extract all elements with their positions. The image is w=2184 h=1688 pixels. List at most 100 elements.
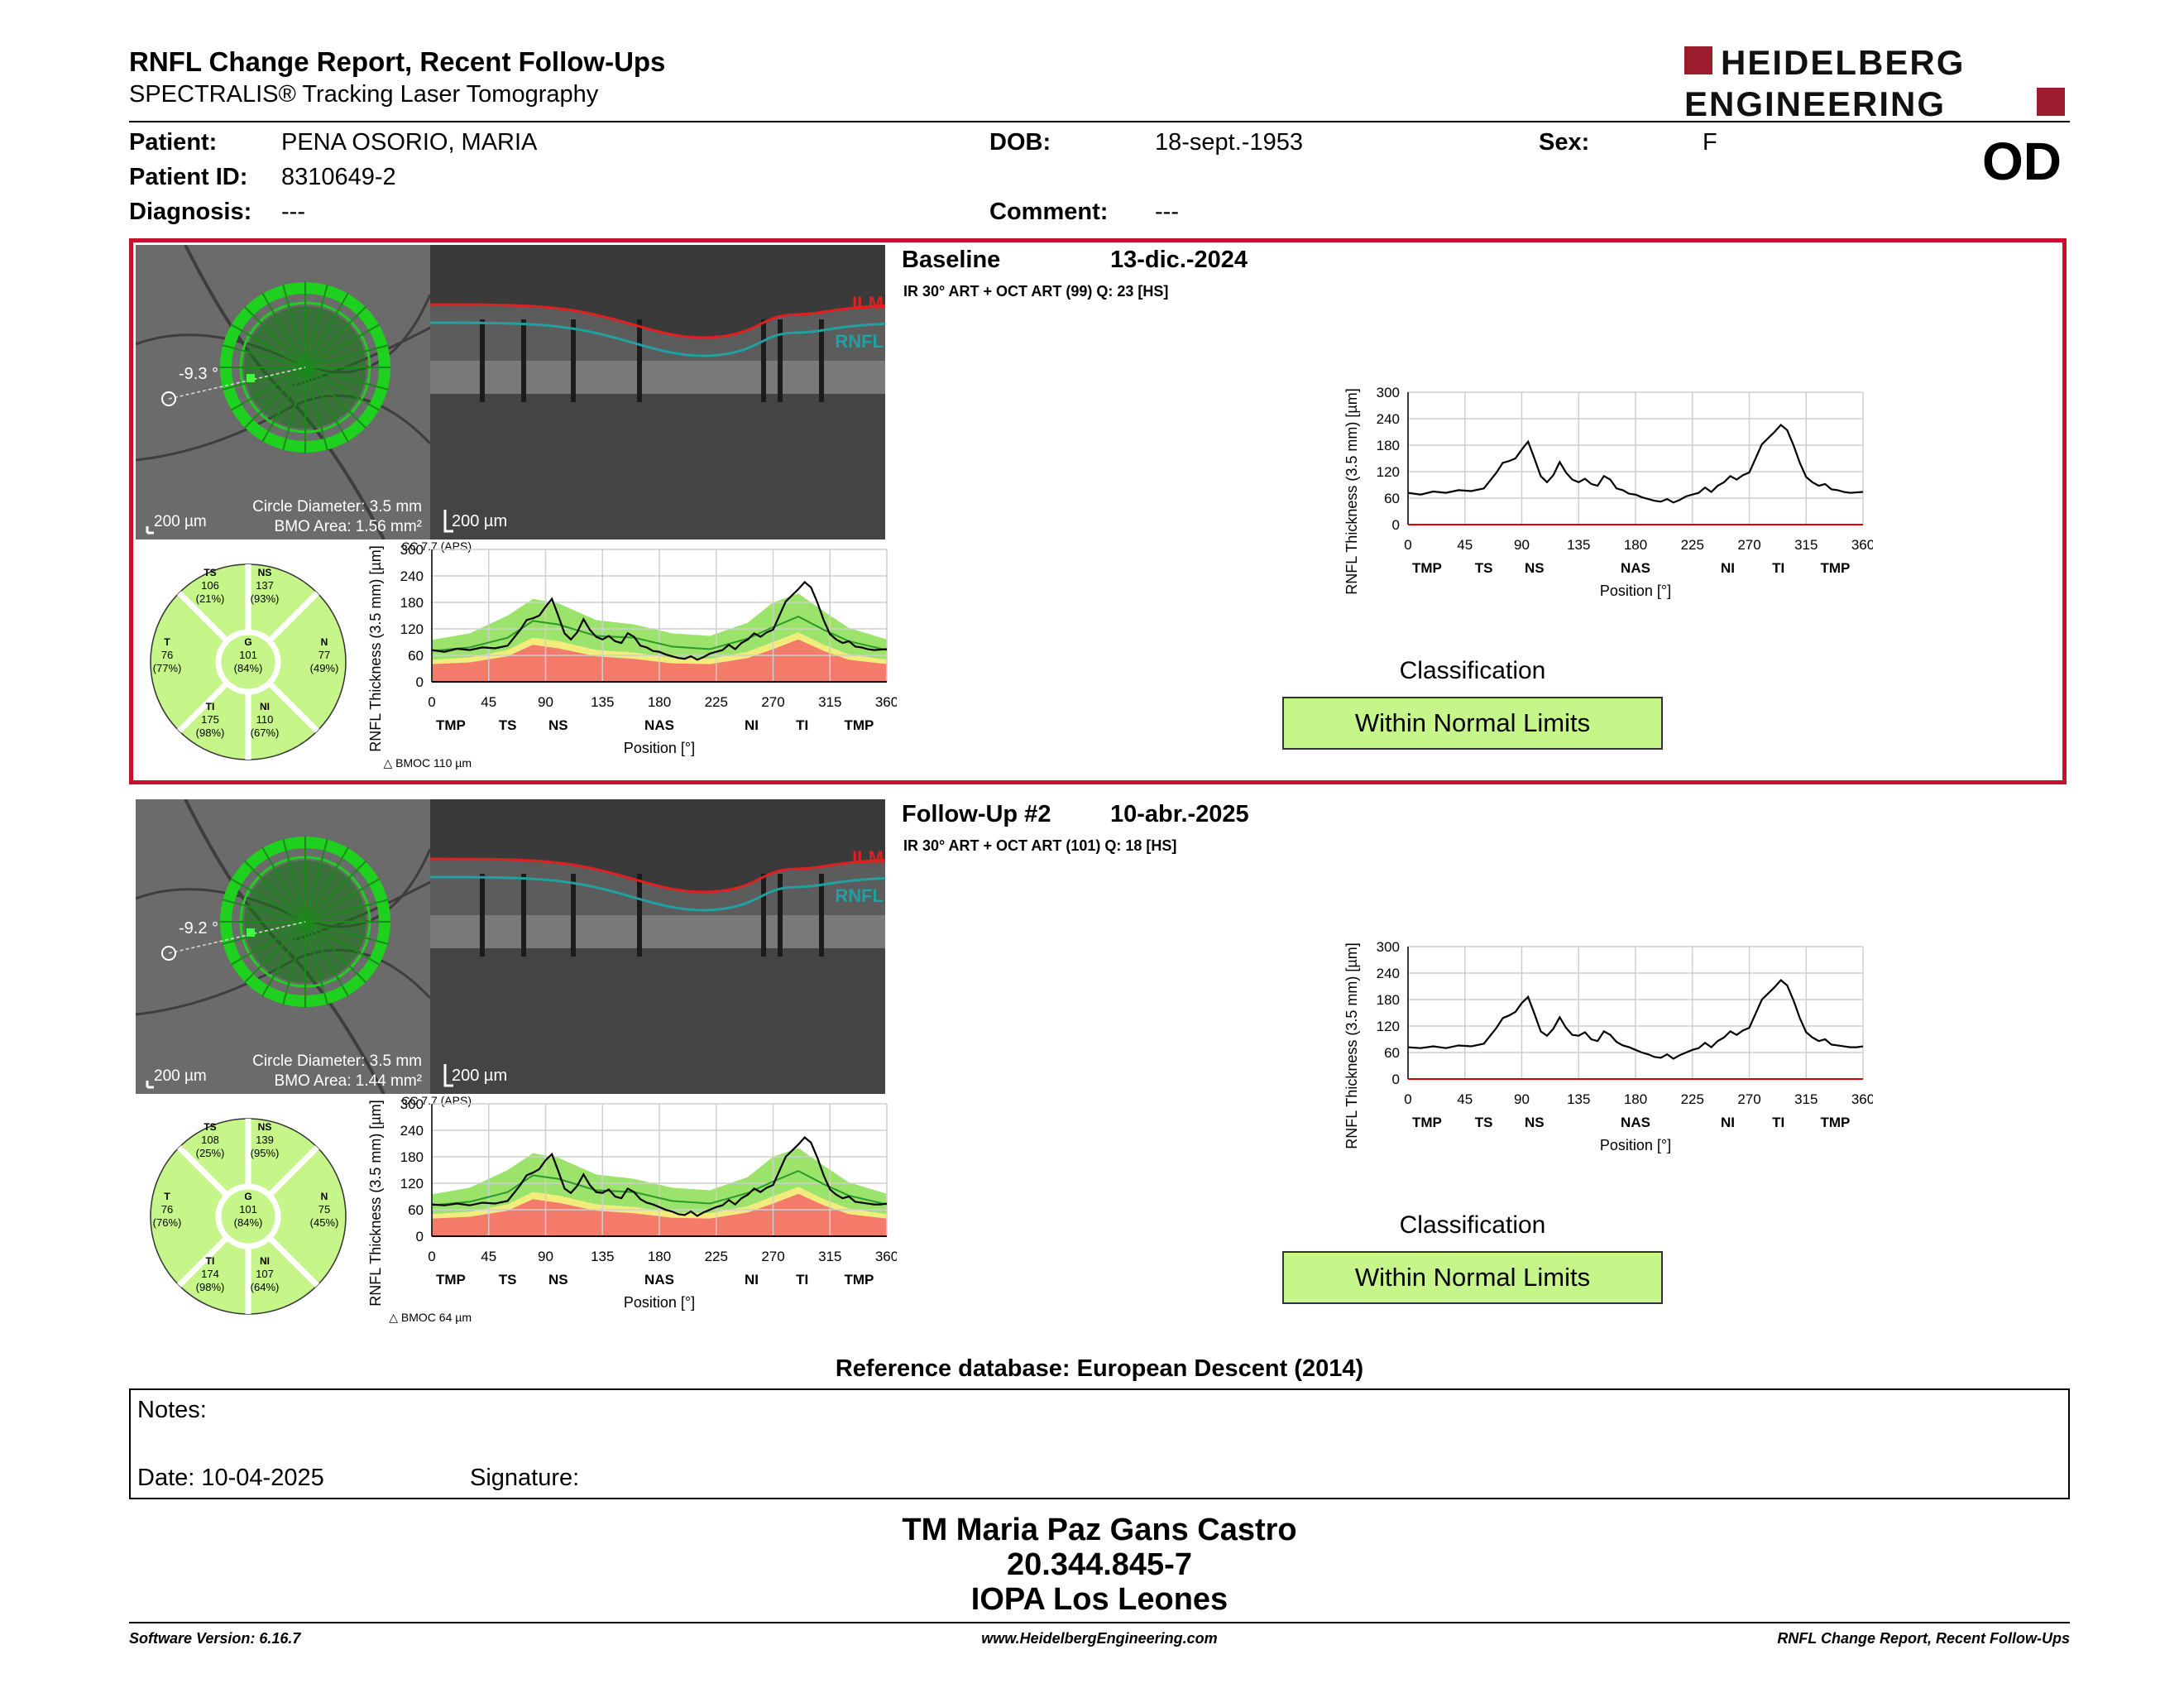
- sector-label: TI: [1772, 1115, 1784, 1130]
- signer-name: TM Maria Paz Gans Castro: [902, 1513, 1297, 1547]
- ilm-label: ILM: [852, 293, 884, 314]
- sector-name-t: T: [164, 1191, 170, 1202]
- sector-percent-g: (84%): [234, 662, 263, 674]
- sector-name-g: G: [244, 1191, 251, 1202]
- radial-scan-line: [222, 367, 306, 391]
- radial-scan-line: [304, 324, 381, 368]
- rnfl-boundary: [430, 875, 885, 912]
- vessel-shadow: [637, 874, 642, 957]
- sector-label: NI: [1721, 560, 1735, 576]
- sector-value-g: 101: [239, 1203, 257, 1216]
- sector-divider: [177, 1145, 230, 1198]
- x-tick-label: 360: [1851, 1091, 1873, 1107]
- vessel-shadow: [761, 874, 766, 957]
- report-name-footer: RNFL Change Report, Recent Follow-Ups: [1777, 1630, 2070, 1647]
- radial-scan-line: [304, 367, 367, 429]
- sector-percent-ni: (64%): [251, 1281, 280, 1293]
- bscan-panel: ILM RNFL 200 µm: [430, 799, 885, 1094]
- bscan-scale-bar: [443, 510, 453, 533]
- baseline-panel-border: [129, 238, 2067, 784]
- radial-scan-line: [222, 899, 306, 923]
- radial-scan-line: [230, 878, 306, 923]
- logo-line1: HEIDELBERG: [1721, 45, 1965, 82]
- radial-scan-line: [304, 921, 328, 1005]
- classification-result: Within Normal Limits: [1282, 1251, 1663, 1304]
- radial-scan-line: [304, 838, 328, 923]
- y-tick-label: 60: [1384, 491, 1400, 506]
- sector-name-t: T: [164, 636, 170, 648]
- y-tick-label: 120: [1377, 464, 1400, 480]
- y-tick-label: 180: [400, 1149, 424, 1165]
- sector-panel: TS 106 (21%) NS 137 (93%) T 76 (77%) G 101 (84%) N 77…: [141, 554, 356, 770]
- rnfl-label: RNFL: [835, 331, 884, 352]
- sector-label: TS: [1475, 1115, 1493, 1130]
- sector-label: TMP: [1412, 560, 1442, 576]
- radial-scan-line: [304, 367, 381, 411]
- x-tick-label: 0: [1404, 1091, 1411, 1107]
- fundus-scale-label: 200 µm: [154, 513, 207, 530]
- sector-label: TI: [796, 1272, 808, 1288]
- y-tick-label: 300: [1377, 385, 1400, 400]
- sector-label: NI: [1721, 1115, 1735, 1130]
- radial-scan-line: [282, 921, 306, 1005]
- website: www.HeidelbergEngineering.com: [981, 1630, 1218, 1647]
- sector-percent-ns: (95%): [251, 1147, 280, 1159]
- x-tick-label: 360: [1851, 537, 1873, 553]
- radial-scan-line: [243, 305, 306, 368]
- patient-id-label: Patient ID:: [129, 164, 248, 190]
- y-tick-label: 0: [416, 674, 424, 690]
- radial-scan-line: [261, 367, 306, 443]
- y-axis-label: RNFL Thickness (3.5 mm) [µm]: [1343, 942, 1360, 1149]
- y-tick-label: 180: [1377, 438, 1400, 453]
- classification-result: Within Normal Limits: [1282, 697, 1663, 750]
- x-axis-label: Position [°]: [624, 1294, 695, 1311]
- vessel-shadow: [571, 319, 576, 402]
- vitreous-noise: [430, 245, 885, 338]
- sector-value-ts: 108: [201, 1134, 219, 1146]
- x-axis-label: Position [°]: [1600, 583, 1671, 599]
- x-tick-label: 0: [428, 694, 435, 710]
- x-tick-label: 270: [761, 694, 784, 710]
- x-tick-label: 0: [1404, 537, 1411, 553]
- y-tick-label: 180: [1377, 992, 1400, 1008]
- sector-label: NAS: [1621, 560, 1650, 576]
- y-axis-label: RNFL Thickness (3.5 mm) [µm]: [367, 1100, 384, 1306]
- sector-value-ni: 107: [256, 1268, 274, 1280]
- radial-scan-line: [230, 367, 306, 411]
- sector-label: NS: [1525, 1115, 1545, 1130]
- x-tick-label: 90: [1514, 537, 1530, 553]
- radial-scan-line: [243, 921, 306, 984]
- radial-scan-line: [304, 921, 389, 945]
- comment-label: Comment:: [989, 199, 1109, 225]
- ilm-boundary: [430, 857, 885, 894]
- radial-scan-line: [261, 846, 306, 923]
- radial-scan-line: [304, 284, 328, 368]
- y-tick-label: 240: [1377, 966, 1400, 981]
- x-tick-label: 180: [1624, 1091, 1647, 1107]
- fovea-bmo-axis: [168, 367, 306, 400]
- radial-scan-line: [304, 367, 328, 451]
- bscan-panel: ILM RNFL 200 µm: [430, 245, 885, 539]
- vessel-shadow: [521, 874, 526, 957]
- circle-diameter: Circle Diameter: 3.5 mm: [252, 498, 422, 516]
- scan-start-marker: [247, 928, 255, 937]
- classification-heading: Classification: [1399, 657, 1546, 684]
- thickness-line: [431, 580, 888, 661]
- radial-scan-line: [282, 367, 306, 451]
- scale-bar: [146, 526, 154, 535]
- x-tick-label: 225: [1681, 537, 1704, 553]
- y-tick-label: 0: [1392, 1072, 1400, 1087]
- x-tick-label: 90: [538, 1249, 553, 1264]
- x-tick-label: 135: [591, 694, 614, 710]
- sector-name-n: N: [321, 636, 328, 648]
- y-tick-label: 0: [416, 1229, 424, 1244]
- y-axis-label: RNFL Thickness (3.5 mm) [µm]: [1343, 388, 1360, 594]
- fovea-angle: -9.2 °: [179, 919, 218, 938]
- normal-mean-line: [431, 615, 888, 652]
- sector-label: NAS: [1621, 1115, 1650, 1130]
- radial-scan-line: [243, 860, 306, 923]
- scan-protocol: IR 30° ART + OCT ART (101) Q: 18 [HS]: [903, 837, 1177, 854]
- y-tick-label: 240: [400, 568, 424, 584]
- bscan-scale-label: 200 µm: [452, 1067, 507, 1085]
